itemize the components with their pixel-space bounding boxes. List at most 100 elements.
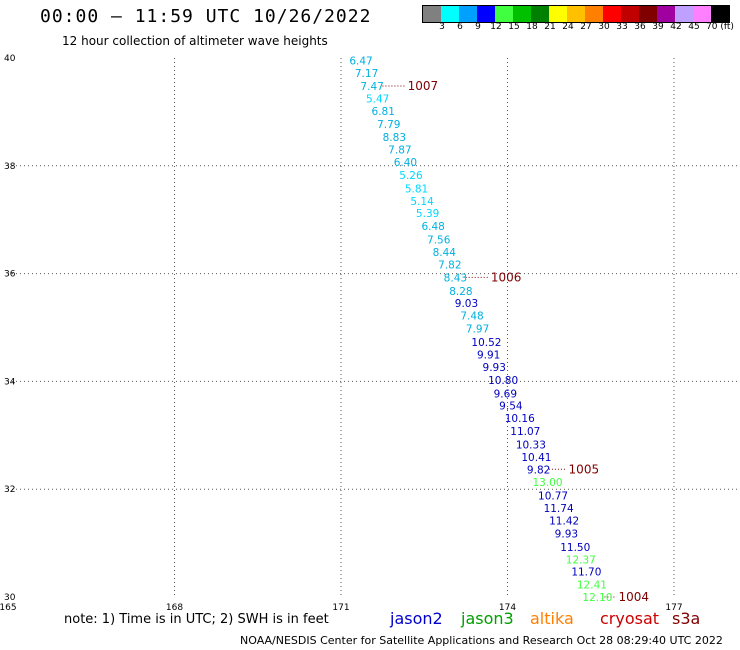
color-swatch [531, 6, 549, 22]
pressure-label: 1006 [491, 270, 522, 284]
color-scale-label: 27 [580, 22, 592, 32]
wave-height-value: 7.97 [466, 324, 489, 336]
wave-height-value: 8.44 [433, 247, 457, 259]
x-tick-label: 174 [499, 603, 516, 613]
color-scale-label: 36 [634, 22, 646, 32]
color-swatch [639, 6, 657, 22]
wave-height-value: 10.52 [471, 337, 501, 349]
color-scale-label: 45 [688, 22, 700, 32]
wave-height-value: 9.93 [483, 362, 506, 374]
y-tick-label: 34 [4, 377, 16, 387]
wave-height-value: 10.33 [516, 439, 546, 451]
color-swatch [459, 6, 477, 22]
wave-height-value: 11.70 [571, 567, 601, 579]
wave-height-value: 7.82 [438, 259, 461, 271]
color-swatch [693, 6, 711, 22]
wave-height-value: 11.07 [510, 426, 540, 438]
x-tick-label: 171 [332, 603, 349, 613]
wave-height-value: 6.40 [394, 157, 417, 169]
wave-height-value: 13.00 [532, 477, 562, 489]
color-scale-label: 33 [616, 22, 628, 32]
wave-height-value: 12.37 [566, 554, 596, 566]
wave-height-value: 6.81 [372, 106, 395, 118]
color-scale-label: 39 [652, 22, 664, 32]
footer-credit: NOAA/NESDIS Center for Satellite Applica… [240, 634, 723, 647]
wave-height-value: 5.26 [399, 170, 423, 182]
wave-height-value: 11.42 [549, 515, 579, 527]
color-swatch [441, 6, 459, 22]
color-swatch [711, 6, 729, 22]
color-swatch [603, 6, 621, 22]
legend-s3a: s3a [672, 609, 701, 628]
wave-height-value: 9.54 [499, 401, 523, 413]
chart-title: 00:00 – 11:59 UTC 10/26/2022 [40, 6, 372, 27]
legend-altika: altika [530, 609, 574, 628]
color-scale-label: 18 [526, 22, 538, 32]
wave-height-value: 7.47 [360, 81, 383, 93]
wave-height-value: 9.03 [455, 298, 478, 310]
wave-height-value: 10.41 [521, 452, 551, 464]
color-swatch [657, 6, 675, 22]
color-scale-label: 24 [562, 22, 574, 32]
color-swatch [423, 6, 441, 22]
wave-height-value: 12.41 [577, 580, 607, 592]
color-scale-label: 70 (ft) [706, 22, 734, 32]
color-scale-label: 9 [475, 22, 481, 32]
wave-height-value: 7.87 [388, 145, 411, 157]
color-swatch [675, 6, 693, 22]
color-swatch [495, 6, 513, 22]
color-swatch [585, 6, 603, 22]
legend-jason2: jason2 [390, 609, 443, 628]
color-scale [422, 5, 730, 23]
legend-cryosat: cryosat [600, 609, 660, 628]
x-tick-label: 165 [0, 603, 17, 613]
wave-height-value: 10.77 [538, 491, 568, 503]
pressure-label: 1005 [569, 462, 600, 476]
x-tick-label: 177 [665, 603, 682, 613]
wave-height-value: 5.81 [405, 183, 428, 195]
color-scale-label: 6 [457, 22, 463, 32]
color-swatch [621, 6, 639, 22]
color-scale-label: 30 [598, 22, 610, 32]
chart-subtitle: 12 hour collection of altimeter wave hei… [62, 34, 328, 48]
wave-height-value: 8.83 [383, 132, 406, 144]
color-swatch [513, 6, 531, 22]
wave-height-value: 7.48 [460, 311, 483, 323]
wave-height-value: 6.47 [349, 56, 372, 68]
wave-height-value: 7.56 [427, 235, 451, 247]
wave-height-value: 9.69 [494, 388, 517, 400]
wave-height-value: 7.17 [355, 68, 378, 80]
wave-height-value: 8.28 [449, 286, 472, 298]
color-swatch [477, 6, 495, 22]
wave-height-value: 10.80 [488, 375, 518, 387]
color-scale-label: 21 [544, 22, 556, 32]
wave-height-value: 12.10 [582, 592, 612, 604]
pressure-label: 1007 [408, 79, 439, 93]
wave-height-value: 11.50 [560, 542, 590, 554]
y-tick-label: 40 [4, 54, 16, 64]
y-tick-label: 38 [4, 162, 16, 172]
wave-height-value: 9.93 [555, 528, 578, 540]
wave-height-value: 6.48 [421, 221, 444, 233]
color-swatch [567, 6, 585, 22]
wave-height-value: 11.74 [544, 503, 574, 515]
wave-height-value: 7.79 [377, 119, 400, 131]
color-swatch [549, 6, 567, 22]
color-scale-label: 42 [670, 22, 682, 32]
y-tick-label: 32 [4, 485, 15, 495]
pressure-label: 1004 [619, 590, 650, 604]
wave-height-value: 8.43 [444, 272, 467, 284]
color-scale-label: 12 [490, 22, 502, 32]
wave-height-value: 5.14 [410, 196, 434, 208]
y-tick-label: 30 [4, 593, 16, 603]
legend-jason3: jason3 [461, 609, 514, 628]
y-tick-label: 36 [4, 270, 16, 280]
wave-height-value: 5.39 [416, 208, 439, 220]
wave-height-value: 9.91 [477, 349, 500, 361]
color-scale-label: 3 [439, 22, 445, 32]
color-scale-label: 15 [508, 22, 520, 32]
wave-height-value: 5.47 [366, 93, 389, 105]
footer-note: note: 1) Time is in UTC; 2) SWH is in fe… [64, 612, 329, 627]
x-tick-label: 168 [166, 603, 183, 613]
